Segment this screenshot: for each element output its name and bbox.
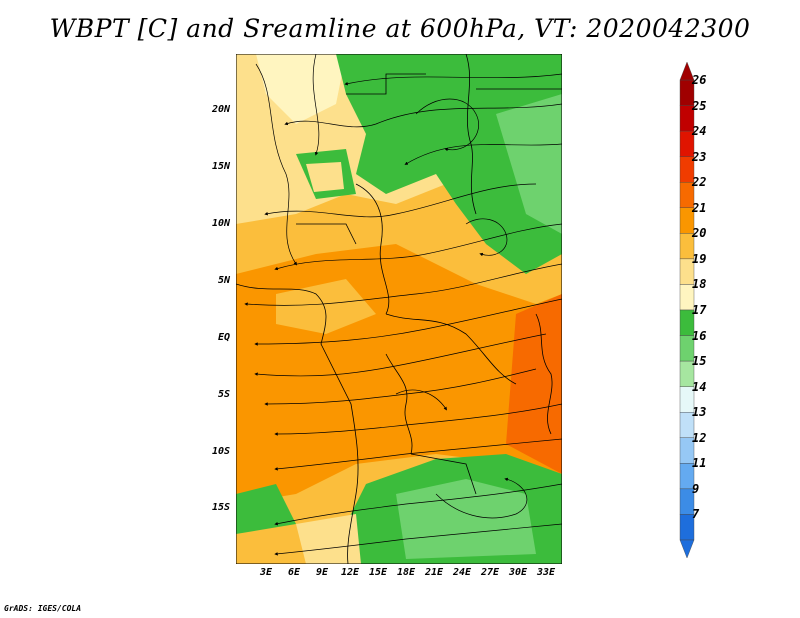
colorbar-max-arrow (679, 62, 695, 81)
lon-label-30e: 30E (508, 567, 528, 578)
colorbar (679, 62, 695, 558)
lon-label-9e: 9E (315, 567, 329, 578)
lat-label-10s: 10S (211, 446, 230, 457)
colorbar-label: 23 (692, 149, 707, 164)
colorbar-label: 11 (692, 456, 707, 471)
field-19-south (296, 514, 361, 564)
field-17-north (336, 54, 562, 274)
field-18 (256, 54, 346, 124)
lat-label-5s: 5S (217, 389, 230, 400)
colorbar-label: 26 (692, 73, 707, 87)
map-panel (235, 53, 563, 565)
colorbar-label: 21 (692, 200, 707, 215)
colorbar-label: 9 (692, 481, 700, 496)
lat-label-15s: 15S (211, 502, 230, 513)
map-title: WBPT [C] and Sreamline at 600hPa, VT: 20… (49, 14, 751, 43)
colorbar-label: 18 (692, 277, 707, 292)
lat-label-15n: 15N (211, 161, 230, 172)
borders (236, 54, 562, 564)
colorbar-label: 15 (692, 354, 707, 369)
colorbar-label: 12 (692, 430, 707, 445)
lon-label-33e: 33E (536, 567, 556, 578)
lat-label-5n: 5N (217, 275, 230, 286)
field-16-north (496, 94, 562, 234)
lon-label-21e: 21E (424, 567, 444, 578)
field-19-patch (306, 162, 344, 192)
colorbar-label: 24 (692, 124, 707, 139)
lon-label-27e: 27E (480, 567, 500, 578)
colorbar-label: 22 (692, 175, 707, 190)
lon-label-12e: 12E (340, 567, 360, 578)
streamlines (244, 54, 562, 556)
lon-label-24e: 24E (452, 567, 472, 578)
lon-label-18e: 18E (396, 567, 416, 578)
colorbar-label: 20 (692, 226, 707, 241)
lat-label-20n: 20N (211, 104, 230, 115)
colorbar-label: 17 (692, 303, 707, 317)
wbpt-streamline-map (235, 53, 563, 565)
colorbar-label: 7 (692, 507, 700, 522)
field-17-southwest (236, 484, 296, 534)
colorbar-label: 14 (692, 379, 707, 394)
field-22-east (506, 294, 562, 474)
colorbar-label: 13 (692, 405, 707, 420)
field-20-patch (276, 279, 376, 334)
field-16-south (396, 479, 536, 559)
lon-label-3e: 3E (259, 567, 273, 578)
colorbar-label: 19 (692, 251, 707, 266)
grads-credit: GrADS: IGES/COLA (4, 604, 82, 613)
lat-label-10n: 10N (211, 218, 230, 229)
colorbar-label: 16 (692, 328, 707, 343)
lon-label-15e: 15E (368, 567, 388, 578)
colorbar-label: 25 (692, 98, 707, 113)
lat-label-eq: EQ (217, 332, 230, 343)
lon-label-6e: 6E (287, 567, 301, 578)
colorbar-min-arrow (679, 539, 695, 558)
